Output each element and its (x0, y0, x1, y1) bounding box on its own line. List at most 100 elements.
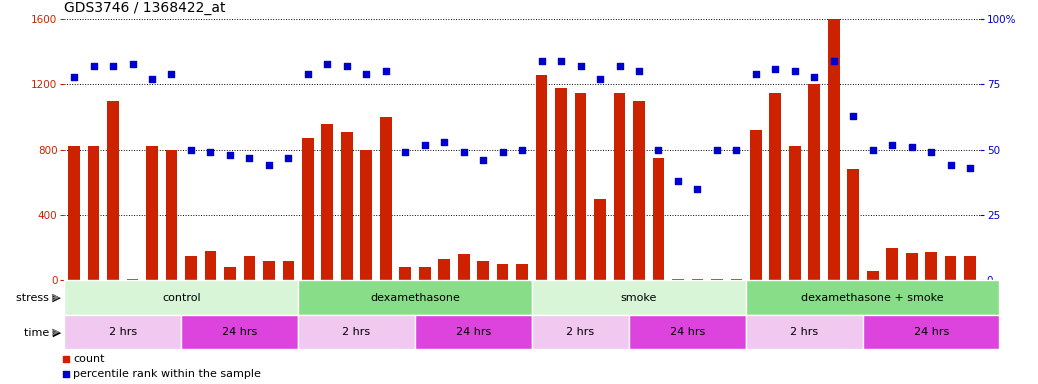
Point (845, 113, 862, 119)
Bar (400, 267, 411, 280)
Text: GDS3746 / 1368422_at: GDS3746 / 1368422_at (64, 2, 226, 15)
Point (923, 149, 939, 156)
Point (494, 149, 511, 156)
Point (670, 178, 686, 184)
Point (787, 68, 803, 74)
Bar (847, 169, 859, 280)
Text: 2 hrs: 2 hrs (791, 327, 819, 337)
Bar (746, 280, 1000, 315)
Bar (886, 248, 898, 280)
Bar (302, 138, 313, 280)
Bar (711, 279, 722, 280)
Bar (166, 150, 177, 280)
Text: count: count (74, 354, 105, 364)
Bar (653, 158, 664, 280)
Text: control: control (162, 293, 200, 303)
Bar (516, 264, 528, 280)
Bar (380, 117, 391, 280)
Point (884, 141, 901, 147)
Point (416, 141, 433, 147)
Point (125, 61, 141, 67)
Point (903, 144, 920, 150)
Bar (867, 270, 878, 280)
Bar (731, 279, 742, 280)
Bar (575, 93, 586, 280)
Point (572, 63, 589, 69)
Bar (204, 251, 216, 280)
Point (553, 58, 570, 64)
Bar (298, 280, 531, 315)
Point (767, 66, 784, 72)
Text: 24 hrs: 24 hrs (456, 327, 491, 337)
Point (747, 71, 764, 77)
Bar (419, 267, 431, 280)
Point (728, 147, 744, 153)
Text: 24 hrs: 24 hrs (222, 327, 257, 337)
Point (85, 63, 102, 69)
Point (709, 147, 726, 153)
Point (436, 139, 453, 145)
Bar (107, 101, 119, 280)
Bar (127, 279, 138, 280)
Bar (964, 256, 976, 280)
Bar (750, 130, 762, 280)
Bar (863, 315, 1000, 349)
Bar (64, 280, 298, 315)
Bar (182, 315, 298, 349)
Bar (224, 267, 236, 280)
Bar (458, 254, 469, 280)
Point (805, 74, 822, 80)
Text: dexamethasone + smoke: dexamethasone + smoke (801, 293, 944, 303)
Bar (691, 279, 704, 280)
Bar (769, 93, 782, 280)
Bar (88, 147, 100, 280)
Point (631, 68, 648, 74)
Point (163, 71, 180, 77)
Bar (69, 147, 80, 280)
Bar (925, 252, 937, 280)
Bar (360, 150, 373, 280)
Text: 2 hrs: 2 hrs (343, 327, 371, 337)
Point (456, 149, 472, 156)
Text: smoke: smoke (621, 293, 657, 303)
Bar (497, 264, 509, 280)
Bar (536, 74, 547, 280)
Point (202, 149, 219, 156)
Bar (282, 261, 294, 280)
Bar (244, 256, 255, 280)
Bar (555, 88, 567, 280)
Point (397, 149, 413, 156)
Point (58, 371, 75, 377)
Point (514, 147, 530, 153)
Point (962, 165, 979, 171)
Bar (322, 124, 333, 280)
Bar (185, 256, 197, 280)
Text: 2 hrs: 2 hrs (567, 327, 595, 337)
Point (358, 71, 375, 77)
Point (58, 356, 75, 362)
Bar (64, 315, 182, 349)
Text: stress ▶: stress ▶ (17, 293, 61, 303)
Point (261, 162, 277, 169)
Point (280, 154, 297, 161)
Bar (906, 253, 918, 280)
Point (183, 147, 199, 153)
Bar (613, 93, 625, 280)
Point (943, 162, 959, 169)
Bar (594, 199, 606, 280)
Bar (789, 147, 800, 280)
Point (241, 154, 257, 161)
Point (222, 152, 239, 158)
Point (611, 63, 628, 69)
Text: 2 hrs: 2 hrs (109, 327, 137, 337)
Point (338, 63, 355, 69)
Text: percentile rank within the sample: percentile rank within the sample (74, 369, 262, 379)
Point (474, 157, 491, 163)
Text: dexamethasone: dexamethasone (370, 293, 460, 303)
Bar (263, 261, 275, 280)
Point (534, 58, 550, 64)
Bar (415, 315, 531, 349)
Point (592, 76, 608, 82)
Bar (531, 280, 746, 315)
Bar (438, 259, 450, 280)
